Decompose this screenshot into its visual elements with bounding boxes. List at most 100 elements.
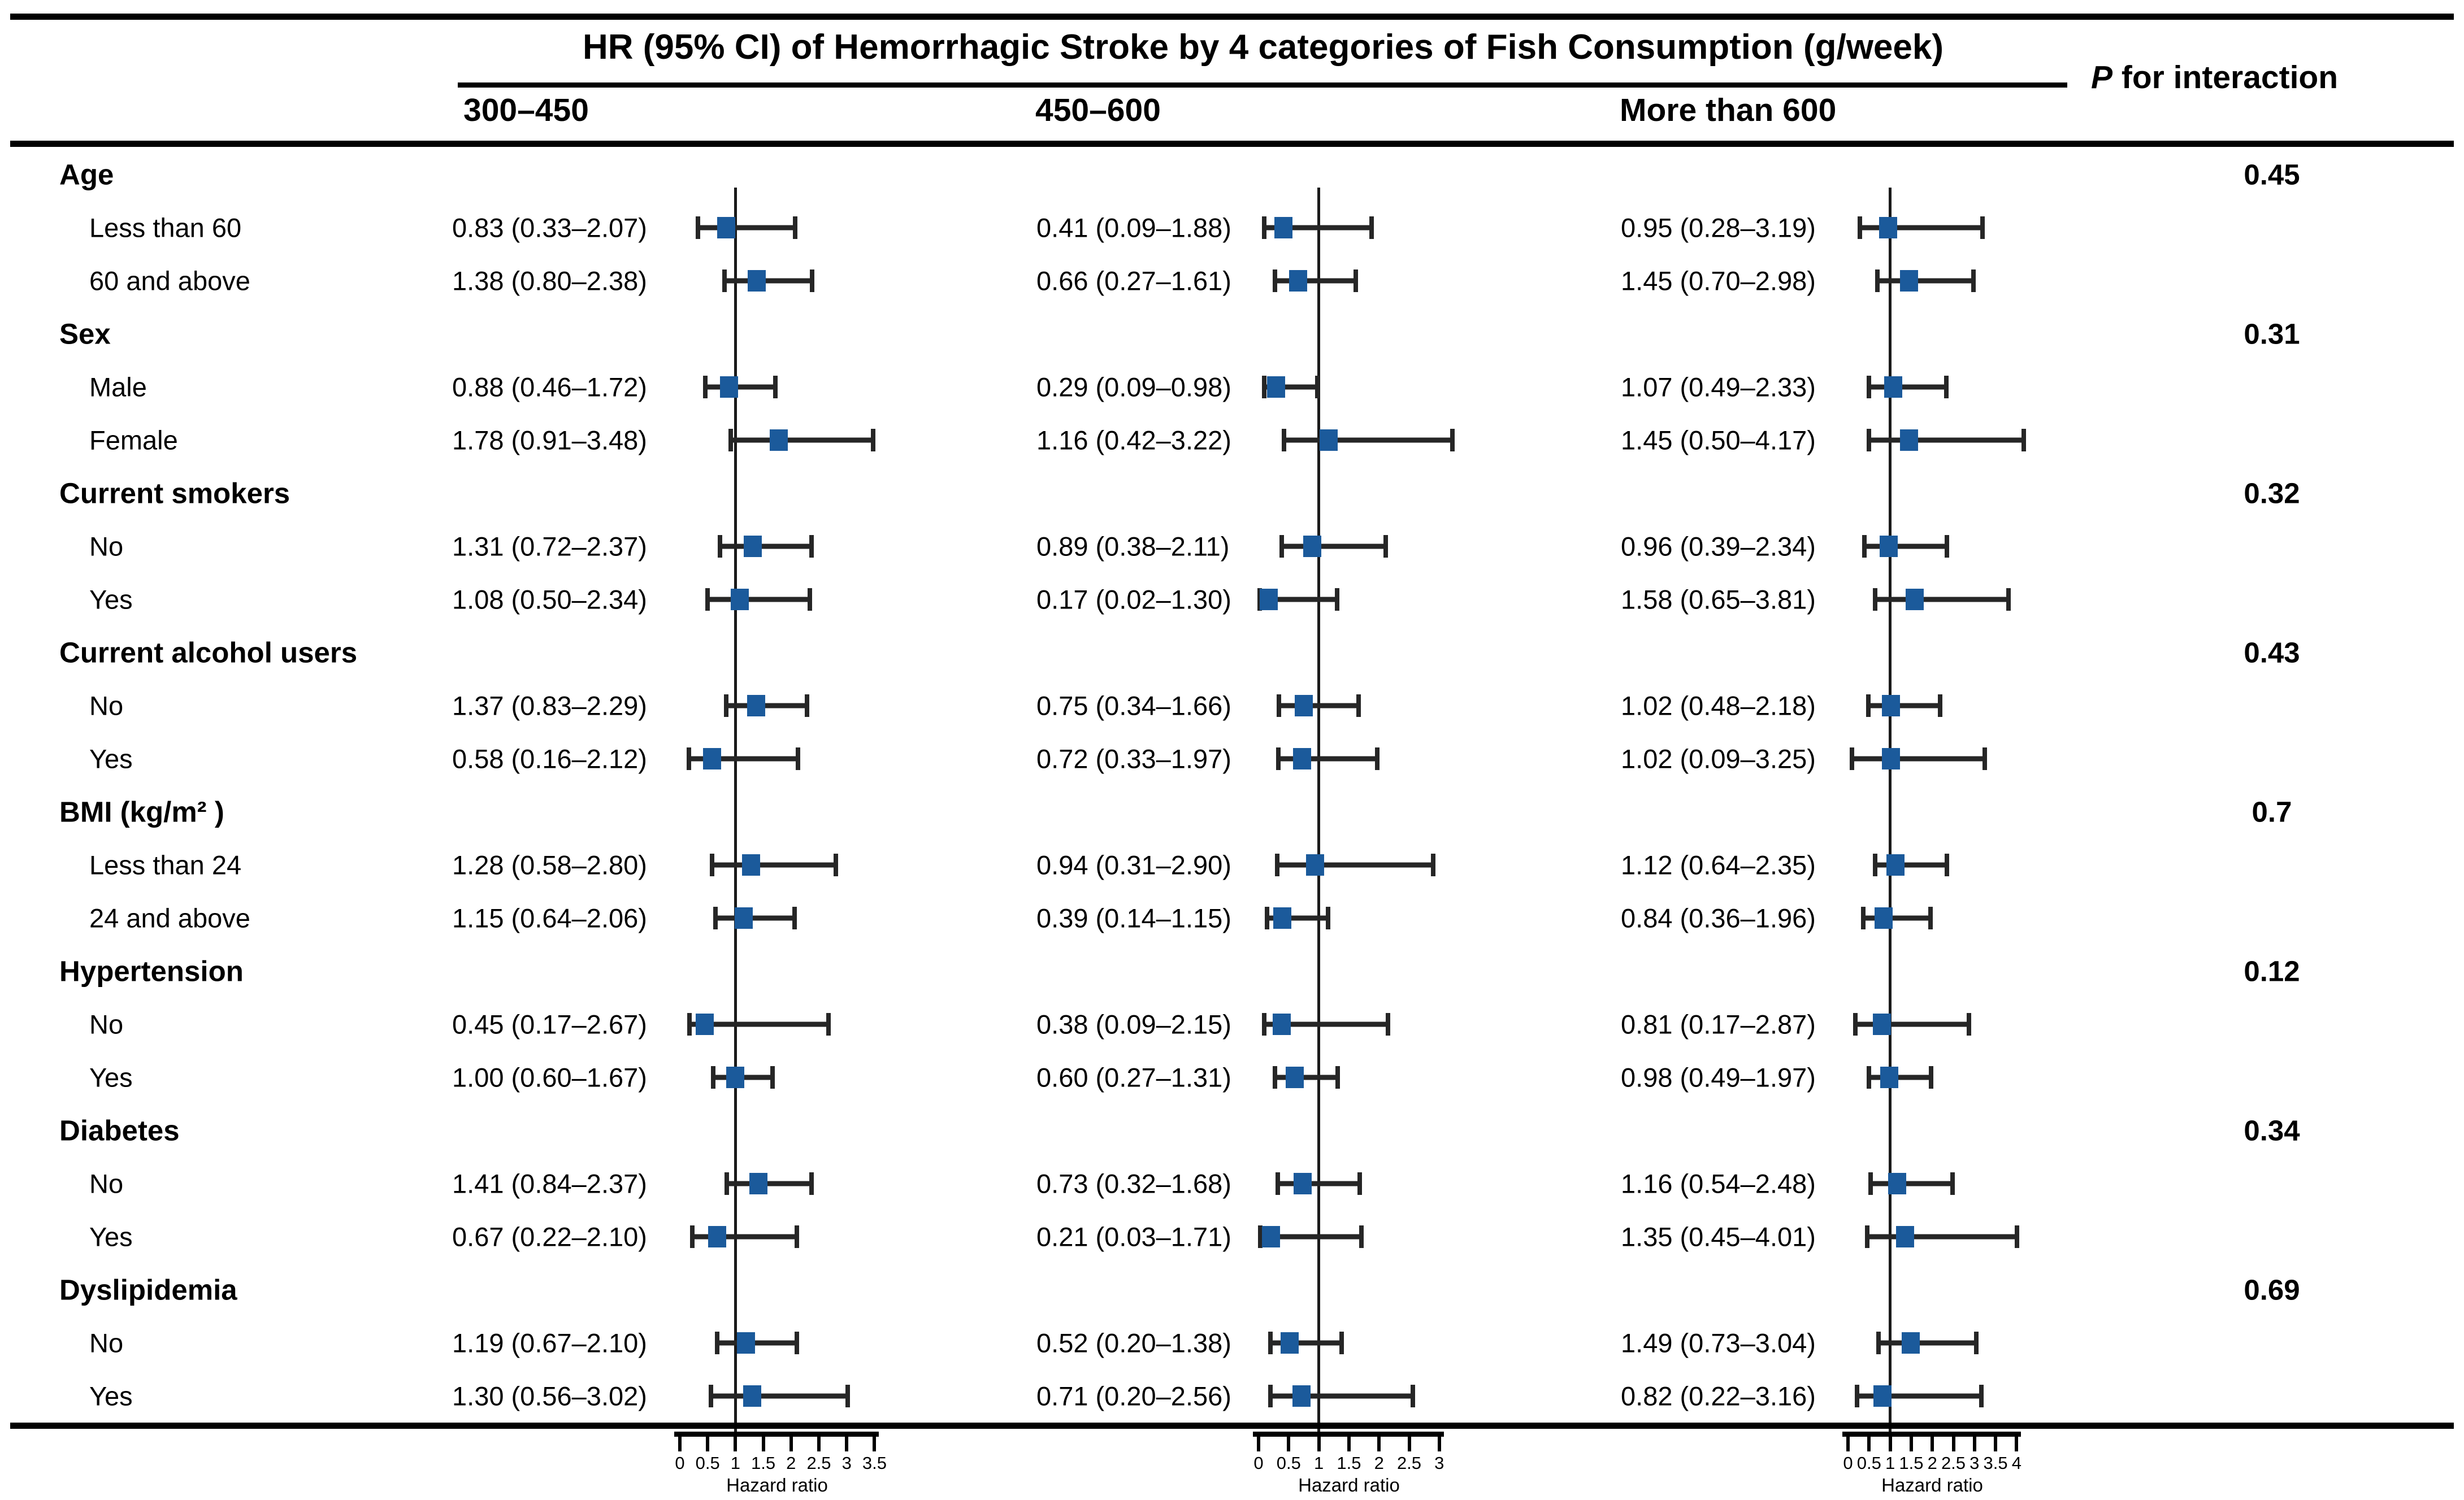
ci-cap-right [1944, 535, 1949, 558]
point-estimate-marker [1274, 217, 1292, 238]
hr-ci-text: 0.41 (0.09–1.88) [1036, 212, 1231, 243]
ci-cap-left [1281, 429, 1286, 451]
ci-bar [726, 1181, 812, 1186]
ci-cap-right [1983, 747, 1988, 770]
ci-cap-right [845, 1385, 851, 1407]
point-estimate-marker [1895, 1226, 1914, 1247]
hr-ci-text: 1.19 (0.67–2.10) [452, 1328, 647, 1358]
ci-cap-left [722, 269, 727, 292]
figure-title: HR (95% CI) of Hemorrhagic Stroke by 4 c… [582, 28, 1944, 67]
hr-ci-text: 0.66 (0.27–1.61) [1036, 266, 1231, 296]
point-estimate-marker [1272, 1014, 1291, 1035]
forest-row: Yes 1.00 (0.60–1.67) 0.60 (0.27–1.31) 0.98 … [0, 1051, 2464, 1104]
hr-ci-text: 0.71 (0.20–2.56) [1036, 1381, 1231, 1411]
x-axis-tick [1888, 1435, 1892, 1451]
header-bottom-rule [10, 141, 2454, 147]
ci-bar [692, 1234, 797, 1240]
hr-ci-text: 0.88 (0.46–1.72) [452, 372, 647, 402]
point-estimate-marker [1879, 536, 1898, 557]
x-axis-tick-label: 3 [1970, 1453, 1980, 1473]
point-estimate-marker [1293, 1173, 1312, 1194]
ci-cap-left [696, 216, 701, 239]
ci-cap-right [2021, 429, 2027, 451]
ci-cap-left [1864, 1225, 1869, 1248]
subgroup-label: Less than 24 [89, 850, 242, 880]
forest-row: Male 0.88 (0.46–1.72) 0.29 (0.09–0.98) 1.07… [0, 360, 2464, 414]
ci-cap-left [1860, 907, 1866, 929]
ci-cap-left [1875, 269, 1880, 292]
ci-cap-left [1868, 1172, 1873, 1195]
point-estimate-marker [1292, 748, 1311, 769]
x-axis-tick [817, 1435, 821, 1451]
ci-cap-right [1339, 1332, 1344, 1354]
forest-plot-body: Age 0.45 Less than 60 0.83 (0.33–2.07) 0.41 … [0, 148, 2464, 1423]
ci-cap-right [1980, 216, 1985, 239]
ci-cap-right [1967, 1013, 1972, 1036]
ci-cap-right [794, 1332, 799, 1354]
reference-line [1889, 188, 1892, 1436]
subgroup-label: Yes [89, 1062, 133, 1093]
ci-cap-right [1325, 907, 1330, 929]
ci-cap-left [713, 907, 718, 929]
ci-cap-left [1276, 747, 1281, 770]
point-estimate-marker [1273, 907, 1291, 929]
ci-cap-right [1375, 747, 1380, 770]
ci-cap-right [1335, 1066, 1340, 1089]
ci-cap-right [794, 1225, 799, 1248]
ci-bar [712, 862, 836, 868]
ci-bar [1281, 544, 1386, 549]
hr-ci-text: 0.58 (0.16–2.12) [452, 744, 647, 774]
ci-cap-left [1272, 269, 1277, 292]
ci-cap-left [1275, 854, 1280, 876]
point-estimate-marker [731, 589, 749, 610]
subgroup-label: No [89, 1328, 124, 1358]
ci-cap-right [1369, 216, 1374, 239]
forest-row: No 1.37 (0.83–2.29) 0.75 (0.34–1.66) 1.02 (… [0, 679, 2464, 732]
ci-bar [726, 703, 808, 708]
ci-bar [1270, 1340, 1342, 1346]
ci-bar [1264, 384, 1318, 390]
ci-cap-right [1357, 1172, 1363, 1195]
point-estimate-marker [743, 1385, 761, 1407]
hr-ci-text: 0.29 (0.09–0.98) [1036, 372, 1231, 402]
x-axis-tick [2015, 1435, 2019, 1451]
ci-cap-right [826, 1013, 831, 1036]
ci-bar [1279, 703, 1359, 708]
ci-bar [1266, 915, 1328, 921]
hr-ci-text: 1.07 (0.49–2.33) [1621, 372, 1816, 402]
point-estimate-marker [1886, 854, 1905, 876]
ci-cap-left [1866, 1066, 1871, 1089]
ci-cap-right [1928, 1066, 1933, 1089]
ci-cap-right [1431, 854, 1436, 876]
ci-bar [698, 225, 795, 231]
group-label: Hypertension [59, 955, 244, 988]
ci-bar [717, 1340, 797, 1346]
ci-bar [1851, 756, 1985, 762]
forest-row: Female 1.78 (0.91–3.48) 1.16 (0.42–3.22) 1.… [0, 414, 2464, 467]
ci-bar [1863, 915, 1931, 921]
point-estimate-marker [737, 1332, 756, 1354]
ci-bar [1270, 1393, 1413, 1399]
ci-cap-left [709, 1385, 714, 1407]
x-axis-tick [1437, 1435, 1441, 1451]
group-header-row: Dyslipidemia 0.69 [0, 1263, 2464, 1316]
ci-bar [1283, 437, 1453, 443]
ci-cap-right [1944, 376, 1949, 398]
hr-ci-text: 0.73 (0.32–1.68) [1036, 1168, 1231, 1199]
ci-cap-right [792, 216, 797, 239]
subgroup-label: No [89, 1168, 124, 1199]
hr-ci-text: 0.98 (0.49–1.97) [1621, 1062, 1816, 1093]
ci-cap-left [1261, 216, 1266, 239]
point-estimate-marker [1900, 429, 1919, 451]
ci-bar [1868, 703, 1940, 708]
x-axis-tick [1377, 1435, 1381, 1451]
forest-row: Yes 0.67 (0.22–2.10) 0.21 (0.03–1.71) 1.35 … [0, 1210, 2464, 1263]
point-estimate-marker [696, 1014, 714, 1035]
point-estimate-marker [1266, 376, 1285, 398]
ci-cap-left [1268, 1385, 1273, 1407]
point-estimate-marker [717, 217, 735, 238]
ci-bar [719, 544, 812, 549]
point-estimate-marker [1905, 589, 1924, 610]
ci-cap-left [1272, 1066, 1277, 1089]
